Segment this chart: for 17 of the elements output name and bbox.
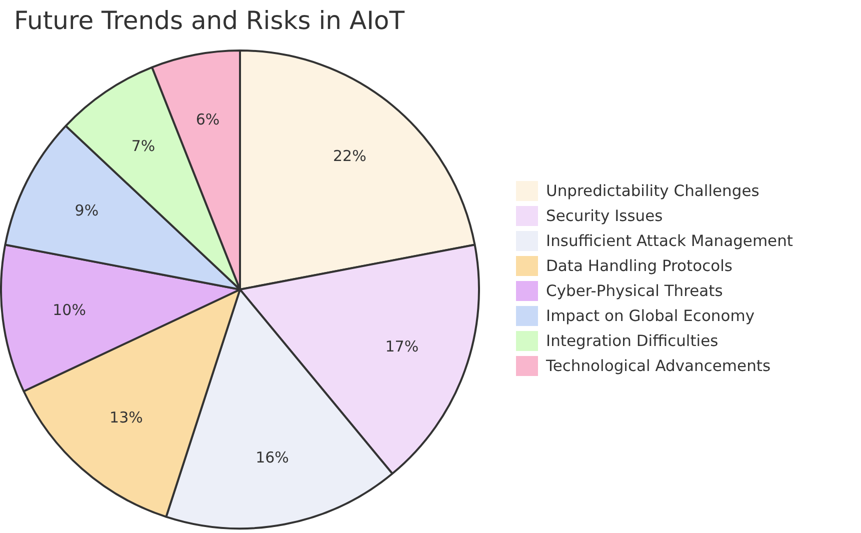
- data-label: 10%: [52, 300, 86, 319]
- legend-label: Impact on Global Economy: [546, 306, 755, 324]
- legend-label: Technological Advancements: [546, 356, 771, 374]
- data-label: 13%: [110, 408, 143, 426]
- data-label: 22%: [333, 146, 366, 165]
- legend-label: Cyber-Physical Threats: [546, 282, 723, 300]
- data-label: 7%: [131, 137, 156, 156]
- chart-title: Future Trends and Risks in AIoT: [14, 6, 405, 35]
- data-label: 17%: [385, 338, 419, 356]
- legend-label: Insufficient Attack Management: [546, 232, 793, 250]
- legend-label: Data Handling Protocols: [546, 256, 732, 274]
- legend-label: Integration Difficulties: [546, 332, 718, 350]
- data-label: 9%: [74, 201, 99, 220]
- data-label: 16%: [256, 448, 289, 466]
- data-label: 6%: [196, 110, 220, 128]
- legend-label: Security Issues: [546, 206, 663, 224]
- legend-label: Unpredictability Challenges: [546, 182, 760, 200]
